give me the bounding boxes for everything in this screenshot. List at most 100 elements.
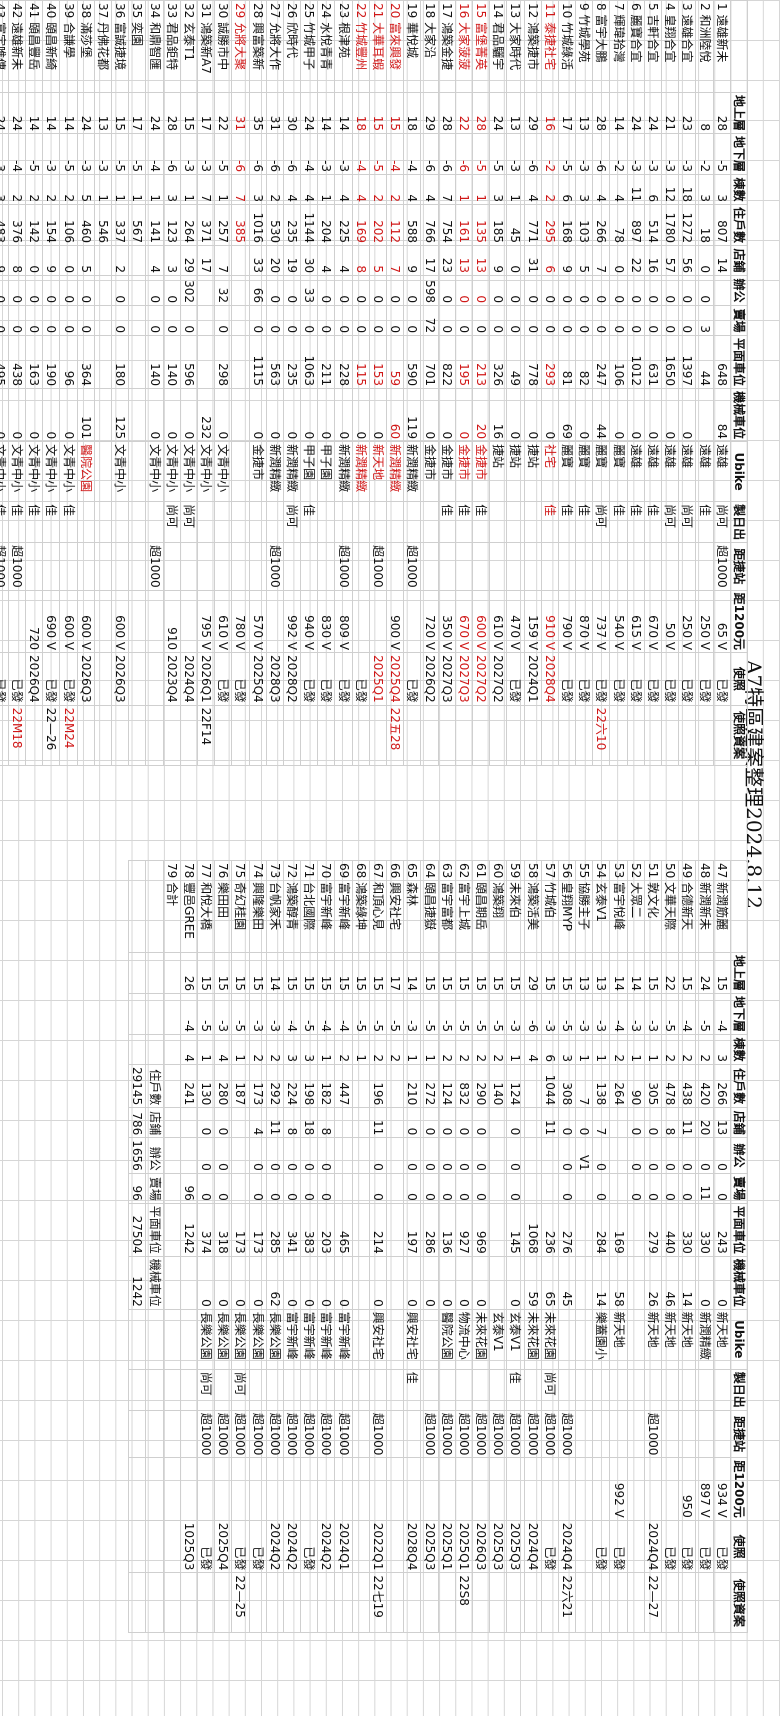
table-cell[interactable]: 2 bbox=[695, 1034, 714, 1065]
table-cell[interactable] bbox=[335, 705, 353, 766]
table-cell[interactable]: -3 bbox=[627, 993, 645, 1035]
table-cell[interactable]: 264 bbox=[180, 204, 198, 246]
table-cell[interactable]: 14 bbox=[25, 92, 43, 134]
table-cell[interactable]: 103 bbox=[575, 204, 593, 246]
table-cell[interactable]: 64 頤昌捷嶽 bbox=[420, 860, 439, 953]
table-cell[interactable]: 2024Q1 bbox=[524, 652, 542, 706]
table-cell[interactable]: -4 bbox=[8, 133, 26, 175]
table-row[interactable]: 68 鴻築綠坤 15 -5 1 bbox=[352, 860, 370, 1633]
table-cell[interactable]: 822 bbox=[438, 335, 456, 389]
table-row[interactable]: 60 鴻築翔 15 -5 2 140 玄泰V1 超1000 2025Q3 bbox=[489, 860, 507, 1633]
table-cell[interactable]: 4 bbox=[420, 174, 439, 205]
table-cell[interactable]: 興安社宅 bbox=[369, 1309, 387, 1370]
table-cell[interactable]: 超1000 bbox=[369, 1410, 387, 1458]
table-cell[interactable] bbox=[661, 1410, 679, 1458]
table-cell[interactable]: -5 bbox=[489, 133, 507, 175]
table-cell[interactable]: 135 bbox=[472, 204, 490, 246]
table-cell[interactable]: 佳 bbox=[472, 501, 490, 543]
table-cell[interactable]: 13 bbox=[575, 952, 593, 994]
column-header[interactable]: 賣場 bbox=[730, 305, 748, 336]
table-cell[interactable]: 2 bbox=[541, 174, 559, 205]
table-cell[interactable]: 1 bbox=[506, 174, 525, 205]
table-cell[interactable] bbox=[472, 1369, 490, 1411]
table-cell[interactable]: 2 bbox=[369, 1034, 387, 1065]
table-cell[interactable] bbox=[524, 1173, 542, 1204]
table-cell[interactable]: 0 bbox=[300, 305, 318, 336]
table-cell[interactable]: 已發 bbox=[695, 1520, 714, 1573]
table-cell[interactable] bbox=[266, 705, 284, 766]
table-cell[interactable]: 超1000 bbox=[266, 1410, 284, 1458]
table-cell[interactable]: 440 bbox=[661, 1203, 679, 1257]
table-cell[interactable]: 52 大眾二 bbox=[627, 860, 645, 953]
table-cell[interactable]: 84 bbox=[713, 388, 731, 442]
table-cell[interactable]: 0 bbox=[249, 1173, 267, 1204]
table-cell[interactable]: 已發 bbox=[317, 652, 335, 706]
table-row[interactable]: 29 允將大聚 31 -6 7 385 780 V 已發 bbox=[231, 0, 250, 766]
table-row[interactable]: 17 鴻築金捷 28 -6 7 754 23 0 0 822 0 金捷市佳 350 V 2027Q3 bbox=[438, 0, 456, 766]
table-cell[interactable]: 15 bbox=[369, 92, 387, 134]
table-cell[interactable]: 308 bbox=[558, 1064, 576, 1108]
table-cell[interactable] bbox=[403, 705, 421, 766]
table-cell[interactable]: 13 大家時代 bbox=[506, 0, 525, 93]
table-cell[interactable]: 富宇新峰 bbox=[317, 1309, 335, 1370]
table-cell[interactable]: 新天地 bbox=[610, 1309, 628, 1370]
table-row[interactable]: 13 大家時代 13 -3 1 45 0 0 0 49 0 捷站 470 V 已發 bbox=[506, 0, 525, 766]
table-cell[interactable]: 2024Q4 bbox=[180, 652, 198, 706]
table-cell[interactable]: 22 bbox=[214, 92, 232, 134]
table-row[interactable]: 35 奕園 17 -5 1 567 bbox=[128, 0, 146, 766]
table-cell[interactable]: 0 bbox=[231, 1256, 250, 1310]
table-cell[interactable]: 29 允將大聚 bbox=[231, 0, 250, 93]
table-cell[interactable]: 8 bbox=[8, 245, 26, 276]
table-cell[interactable] bbox=[163, 1309, 181, 1370]
table-cell[interactable]: 0 bbox=[335, 388, 353, 442]
table-cell[interactable]: 15 bbox=[180, 92, 198, 134]
table-cell[interactable]: 62 bbox=[266, 1256, 284, 1310]
table-cell[interactable] bbox=[128, 652, 146, 706]
table-cell[interactable]: 佳 bbox=[25, 501, 43, 543]
table-row[interactable]: 51 敦文化 15 -3 1 305 0 0 0 279 26 新天地 超1000 2024Q4 22—2… bbox=[644, 860, 662, 1633]
table-row[interactable]: 24 水悅青青 14 -3 1 204 4 0 0 211 0 甲子園 830 V 已發 bbox=[317, 0, 335, 766]
table-cell[interactable]: 49 bbox=[506, 335, 525, 389]
table-cell[interactable] bbox=[163, 1410, 181, 1458]
table-row[interactable]: 66 興安社宅 17 -5 2 bbox=[386, 860, 404, 1633]
table-row[interactable]: 75 奇幻桂園 15 -5 1 187 173 0 長樂公園 尚可 超1000 已發 22—25 bbox=[231, 860, 250, 1633]
table-cell[interactable] bbox=[352, 542, 370, 591]
table-cell[interactable] bbox=[489, 1173, 507, 1204]
table-cell[interactable]: -5 bbox=[558, 133, 576, 175]
table-cell[interactable]: 470 V bbox=[506, 590, 525, 653]
table-cell[interactable] bbox=[610, 1173, 628, 1204]
table-cell[interactable]: 26 bbox=[644, 1256, 662, 1310]
table-cell[interactable]: 1 bbox=[575, 1034, 593, 1065]
table-cell[interactable]: 已發 bbox=[300, 1520, 318, 1573]
table-cell[interactable] bbox=[678, 705, 696, 766]
table-cell[interactable]: 0 bbox=[283, 305, 301, 336]
table-cell[interactable]: 麗寶 bbox=[610, 441, 628, 502]
table-cell[interactable]: -5 bbox=[472, 133, 490, 175]
table-cell[interactable]: 甲子園 bbox=[300, 441, 318, 502]
table-cell[interactable]: 24 bbox=[0, 92, 9, 134]
table-cell[interactable]: 0 bbox=[77, 305, 95, 336]
table-cell[interactable]: 麗寶 bbox=[575, 441, 593, 502]
table-cell[interactable] bbox=[678, 1369, 696, 1411]
table-cell[interactable]: 已發 bbox=[661, 1520, 679, 1573]
table-cell[interactable] bbox=[335, 1137, 353, 1174]
table-cell[interactable]: -3 bbox=[575, 993, 593, 1035]
table-cell[interactable]: 302 bbox=[180, 275, 198, 306]
table-cell[interactable]: 11 bbox=[627, 174, 645, 205]
table-cell[interactable] bbox=[575, 1203, 593, 1257]
table-cell[interactable]: 0 bbox=[352, 275, 370, 306]
table-cell[interactable]: 文青中小 bbox=[111, 441, 129, 502]
table-cell[interactable]: 15 bbox=[713, 952, 731, 994]
table-cell[interactable]: 24 bbox=[77, 92, 95, 134]
table-cell[interactable]: 富宇新峰 bbox=[335, 1309, 353, 1370]
table-cell[interactable]: 1397 bbox=[678, 335, 696, 389]
table-row[interactable]: 52 大眾二 14 -3 1 90 0 0 0 bbox=[627, 860, 645, 1633]
table-cell[interactable]: 0 bbox=[713, 1137, 731, 1174]
table-cell[interactable]: 364 bbox=[77, 335, 95, 389]
table-cell[interactable] bbox=[94, 275, 112, 306]
table-cell[interactable] bbox=[386, 1173, 404, 1204]
table-cell[interactable] bbox=[575, 1520, 593, 1573]
table-cell[interactable] bbox=[128, 388, 146, 442]
table-cell[interactable]: 14 bbox=[610, 92, 628, 134]
table-cell[interactable] bbox=[163, 1520, 181, 1573]
